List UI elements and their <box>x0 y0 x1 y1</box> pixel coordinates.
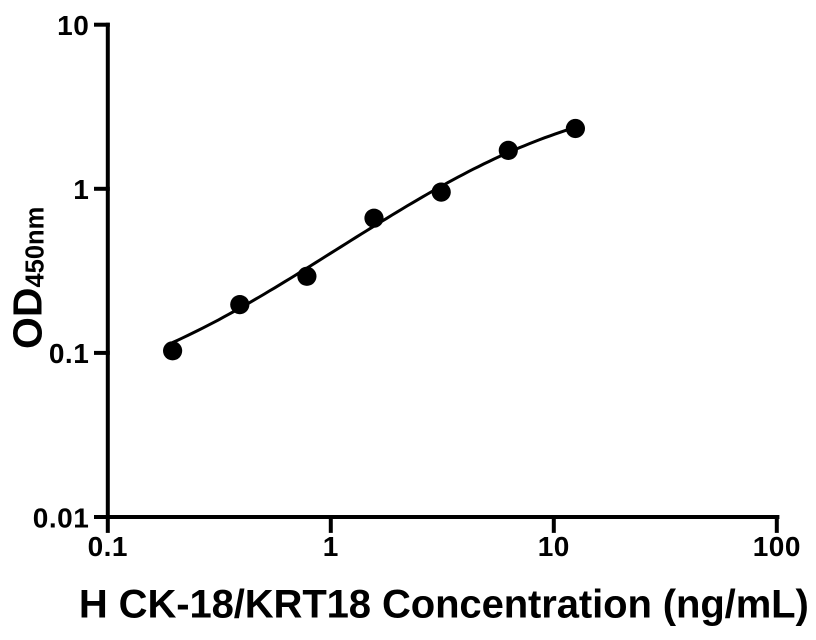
svg-text:0.01: 0.01 <box>33 502 90 533</box>
svg-text:1: 1 <box>73 174 89 205</box>
svg-text:1: 1 <box>323 531 339 562</box>
svg-text:0.1: 0.1 <box>49 338 89 369</box>
svg-text:H CK-18/KRT18 Concentration (n: H CK-18/KRT18 Concentration (ng/mL) <box>79 582 809 626</box>
svg-text:10: 10 <box>538 531 570 562</box>
svg-text:0.1: 0.1 <box>88 531 128 562</box>
svg-text:100: 100 <box>753 531 801 562</box>
svg-text:10: 10 <box>57 10 89 41</box>
